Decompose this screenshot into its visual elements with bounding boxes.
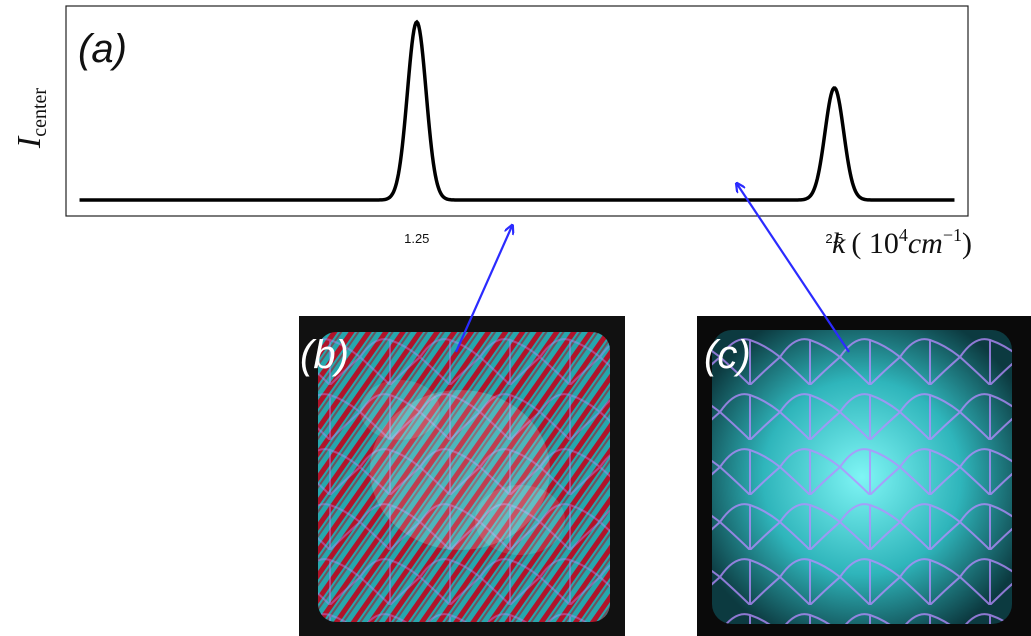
x-axis-label-cm: cm — [908, 227, 943, 260]
svg-text:Icenter: Icenter — [11, 88, 51, 150]
x-tick-label: 1.25 — [404, 231, 429, 246]
plot-frame — [65, 5, 969, 217]
panel-a-label: (a) — [78, 27, 127, 71]
x-axis-label-cm-exp: −1 — [943, 225, 962, 245]
x-axis-label-exp: 4 — [899, 225, 908, 245]
x-axis-label-close: ) — [962, 227, 972, 260]
arrow-to-trough — [454, 226, 512, 353]
arrow-to-peak-2 — [737, 184, 850, 353]
x-axis-label-var: k — [832, 227, 846, 260]
panel-c-label: (c) — [704, 333, 751, 377]
y-axis-label-main: I — [11, 135, 48, 149]
panel-b-label: (b) — [300, 333, 349, 377]
panel-b-image — [299, 316, 625, 636]
x-axis-label-unit: ( 10 — [851, 227, 899, 260]
panel-c-image — [697, 316, 1031, 636]
series-line — [79, 19, 955, 202]
y-axis-label: Icenter — [11, 88, 51, 150]
y-axis-label-sub: center — [29, 88, 51, 137]
x-axis-label: k( 104cm−1) — [832, 225, 972, 260]
x-tick-label: 2.5 — [825, 231, 843, 246]
x-axis-ticks: 1.25 2.5 — [404, 231, 843, 246]
